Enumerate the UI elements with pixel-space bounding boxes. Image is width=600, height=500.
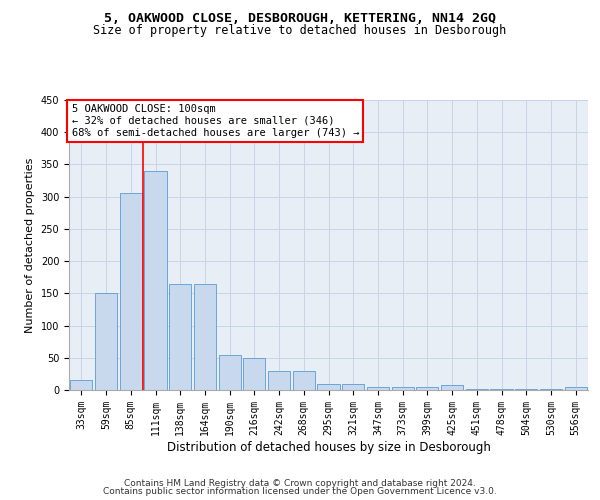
Bar [243, 358, 265, 390]
Text: 5, OAKWOOD CLOSE, DESBOROUGH, KETTERING, NN14 2GQ: 5, OAKWOOD CLOSE, DESBOROUGH, KETTERING,… [104, 12, 496, 26]
Bar [194, 284, 216, 390]
Bar [218, 354, 241, 390]
Bar [441, 385, 463, 390]
Text: Contains HM Land Registry data © Crown copyright and database right 2024.: Contains HM Land Registry data © Crown c… [124, 478, 476, 488]
Bar [416, 387, 439, 390]
Text: 5 OAKWOOD CLOSE: 100sqm
← 32% of detached houses are smaller (346)
68% of semi-d: 5 OAKWOOD CLOSE: 100sqm ← 32% of detache… [71, 104, 359, 138]
Text: Size of property relative to detached houses in Desborough: Size of property relative to detached ho… [94, 24, 506, 37]
Y-axis label: Number of detached properties: Number of detached properties [25, 158, 35, 332]
Bar [565, 387, 587, 390]
Bar [70, 380, 92, 390]
Bar [317, 384, 340, 390]
Bar [95, 294, 117, 390]
Text: Contains public sector information licensed under the Open Government Licence v3: Contains public sector information licen… [103, 487, 497, 496]
Bar [293, 370, 315, 390]
Bar [169, 284, 191, 390]
Bar [268, 370, 290, 390]
X-axis label: Distribution of detached houses by size in Desborough: Distribution of detached houses by size … [167, 440, 490, 454]
Bar [119, 194, 142, 390]
Bar [367, 387, 389, 390]
Bar [392, 387, 414, 390]
Bar [145, 171, 167, 390]
Bar [342, 384, 364, 390]
